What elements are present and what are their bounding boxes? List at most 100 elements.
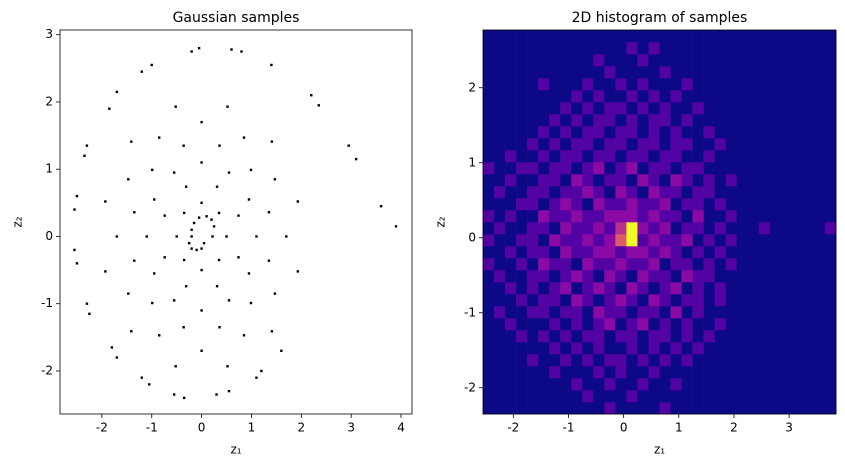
hist-cell [626, 78, 638, 91]
hist-cell [538, 126, 550, 139]
hist-cell [571, 186, 583, 199]
point [151, 168, 154, 172]
hist-cell [505, 210, 517, 223]
hist-cell [648, 186, 660, 199]
y-tick-label: -2 [464, 380, 476, 394]
hist-cell [494, 138, 506, 151]
hist-cell [593, 54, 605, 67]
hist-cell [725, 102, 738, 115]
hist-cell [615, 246, 627, 259]
hist-cell [483, 222, 495, 235]
hist-cell [538, 150, 550, 163]
hist-cell [703, 402, 715, 415]
hist-cell [659, 246, 671, 259]
hist-cell [571, 402, 583, 415]
hist-cell [747, 162, 760, 175]
hist-cell [659, 138, 671, 151]
hist-cell [604, 306, 616, 319]
axes-frame [59, 29, 413, 415]
hist-cell [516, 342, 528, 355]
hist-cell [593, 90, 605, 103]
hist-cell [681, 234, 693, 247]
hist-cell [747, 198, 760, 211]
hist-cell [505, 138, 517, 151]
point [211, 235, 214, 238]
hist-cell [516, 78, 528, 91]
hist-cell [648, 330, 660, 343]
point [182, 144, 185, 147]
hist-cell [681, 246, 693, 259]
hist-cell [571, 162, 583, 175]
hist-cell [615, 90, 627, 103]
hist-cell [527, 102, 539, 115]
point [151, 301, 154, 305]
hist-cell [549, 282, 561, 295]
hist-cell [560, 366, 572, 379]
point [73, 248, 76, 252]
hist-cell [505, 186, 517, 199]
hist-cell [615, 78, 627, 91]
hist-cell [703, 282, 715, 295]
hist-cell [681, 66, 693, 79]
hist-cell [769, 378, 782, 391]
hist-cell [571, 234, 583, 247]
hist-cell [747, 294, 760, 307]
hist-cell [736, 54, 749, 67]
hist-cell [780, 390, 793, 403]
hist-cell [747, 270, 760, 283]
hist-cell [780, 30, 793, 43]
hist-cell [505, 54, 517, 67]
hist-cell [494, 402, 506, 415]
hist-cell [527, 234, 539, 247]
hist-cell [769, 234, 782, 247]
hist-cell [593, 174, 605, 187]
hist-cell [527, 78, 539, 91]
hist-cell [648, 294, 660, 307]
hist-cell [505, 90, 517, 103]
hist-cell [549, 210, 561, 223]
hist-cell [791, 162, 804, 175]
hist-cell [824, 306, 837, 319]
hist-cell [736, 402, 749, 415]
hist-cell [725, 330, 738, 343]
point [200, 268, 203, 272]
hist-cell [703, 114, 715, 127]
point [270, 63, 273, 67]
hist-cell [769, 210, 782, 223]
hist-cell [681, 210, 693, 223]
hist-cell [692, 222, 704, 235]
hist-cell [824, 258, 837, 271]
hist-cell [659, 102, 671, 115]
hist-cell [670, 42, 682, 55]
hist-cell [780, 366, 793, 379]
hist-cell [593, 270, 605, 283]
hist-cell [747, 138, 760, 151]
hist-cell [582, 138, 594, 151]
hist-cell [560, 102, 572, 115]
hist-cell [516, 270, 528, 283]
hist-cell [516, 210, 528, 223]
hist-cell [593, 150, 605, 163]
hist-cell [725, 54, 738, 67]
hist-cell [615, 306, 627, 319]
hist-cell [747, 174, 760, 187]
hist-cell [538, 90, 550, 103]
hist-cell [593, 30, 605, 43]
hist-cell [648, 318, 660, 331]
hist-cell [714, 390, 726, 403]
hist-cell [648, 78, 660, 91]
hist-cell [703, 78, 715, 91]
hist-cell [659, 234, 671, 247]
hist-cell [505, 390, 517, 403]
hist-cell [538, 66, 550, 79]
hist-cell [516, 162, 528, 175]
hist-cell [813, 150, 826, 163]
x-axis-label: z₁ [230, 443, 241, 457]
hist-cell [692, 90, 704, 103]
point [110, 346, 114, 349]
hist-cell [637, 90, 649, 103]
hist-cell [593, 198, 605, 211]
hist-cell [549, 66, 561, 79]
hist-cell [659, 330, 671, 343]
hist-cell [560, 306, 572, 319]
